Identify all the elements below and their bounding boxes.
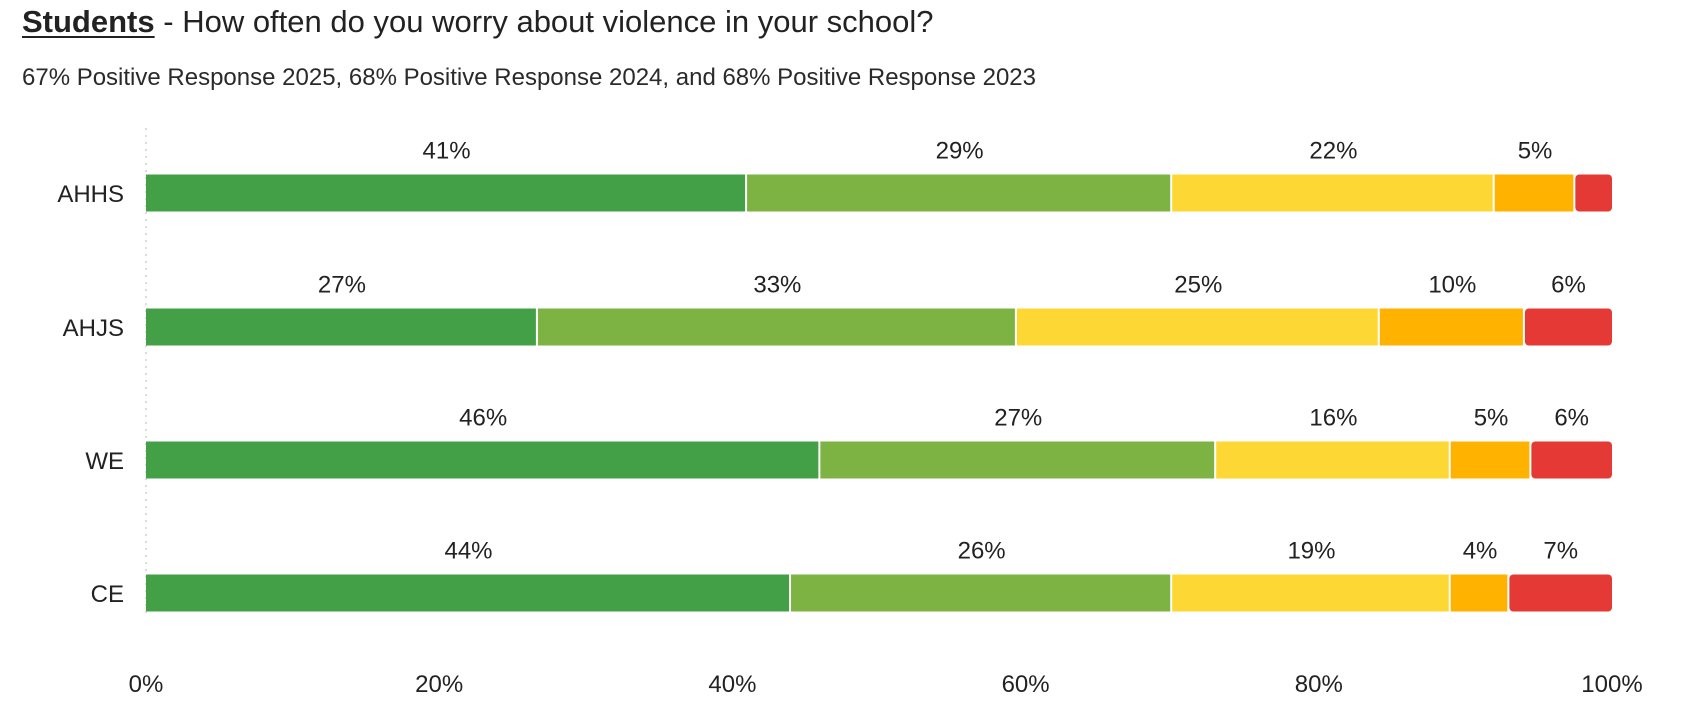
bar-segment	[820, 441, 1215, 479]
data-label: 16%	[1309, 405, 1357, 432]
bar-segment	[1524, 308, 1612, 346]
bar-segment	[146, 574, 790, 612]
data-label: 41%	[423, 138, 471, 165]
data-label: 6%	[1551, 272, 1586, 299]
bar-segment	[146, 441, 819, 479]
bar-segment	[1531, 441, 1612, 479]
bar-segment	[1450, 574, 1508, 612]
data-label: 27%	[318, 272, 366, 299]
data-label: 5%	[1474, 405, 1509, 432]
bar-segment	[1575, 174, 1612, 212]
bar-segment	[1509, 574, 1612, 612]
x-tick-label: 80%	[1295, 671, 1343, 698]
data-label: 33%	[753, 272, 801, 299]
bar-segment	[1379, 308, 1523, 346]
title-subject: Students	[22, 4, 155, 39]
x-tick-label: 60%	[1002, 671, 1050, 698]
data-label: 25%	[1174, 272, 1222, 299]
data-label: 27%	[994, 405, 1042, 432]
data-label: 10%	[1428, 272, 1476, 299]
bar-segment	[1450, 441, 1530, 479]
bar-segment	[146, 308, 536, 346]
data-label: 44%	[444, 538, 492, 565]
data-label: 7%	[1543, 538, 1578, 565]
data-label: 6%	[1554, 405, 1589, 432]
data-label: 22%	[1309, 138, 1357, 165]
bar-segment	[1494, 174, 1574, 212]
bar-segment	[791, 574, 1171, 612]
data-label: 4%	[1463, 538, 1498, 565]
data-label: 26%	[958, 538, 1006, 565]
bar-segment	[1216, 441, 1449, 479]
bar-segment	[146, 174, 746, 212]
x-tick-label: 0%	[129, 671, 164, 698]
data-label: 46%	[459, 405, 507, 432]
x-tick-label: 20%	[415, 671, 463, 698]
data-label: 5%	[1518, 138, 1553, 165]
title-question: How often do you worry about violence in…	[182, 4, 934, 39]
data-label: 19%	[1287, 538, 1335, 565]
bar-segment	[1172, 574, 1449, 612]
category-label: AHHS	[57, 181, 124, 208]
category-label: CE	[91, 581, 124, 608]
chart-subtitle: 67% Positive Response 2025, 68% Positive…	[22, 64, 1036, 91]
bar-segment	[1172, 174, 1493, 212]
category-label: WE	[85, 448, 124, 475]
x-tick-label: 40%	[708, 671, 756, 698]
category-label: AHJS	[63, 315, 124, 342]
data-label: 29%	[936, 138, 984, 165]
bar-segment	[747, 174, 1171, 212]
title-separator: -	[154, 4, 183, 39]
bar-segment	[537, 308, 1015, 346]
bar-segment	[1016, 308, 1378, 346]
chart-title: Students - How often do you worry about …	[22, 4, 934, 40]
x-tick-label: 100%	[1581, 671, 1642, 698]
